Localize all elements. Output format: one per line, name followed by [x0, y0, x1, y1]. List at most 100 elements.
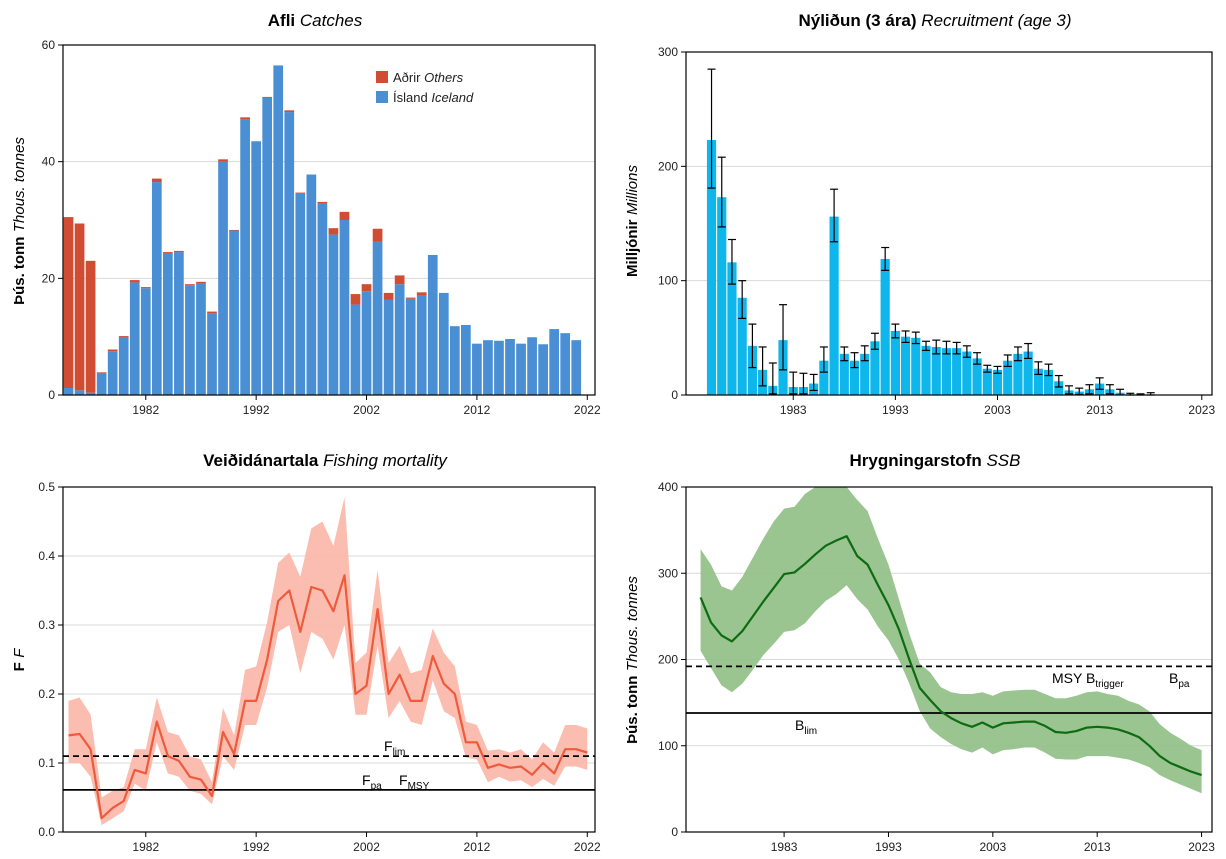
bar-iceland: [394, 284, 405, 395]
bar-iceland: [240, 119, 250, 395]
bar-others: [339, 211, 350, 220]
bar-others: [151, 178, 162, 183]
catches-bars: [63, 65, 582, 396]
x-tick-label: 1992: [243, 403, 270, 417]
fishing-mortality-reference-lines: [63, 755, 595, 791]
bar-others: [416, 292, 427, 296]
bar-others: [328, 228, 339, 235]
y-tick-label: 200: [658, 653, 678, 667]
x-tick-label: 1993: [882, 403, 909, 417]
bar-iceland: [472, 343, 482, 395]
bar-others: [405, 297, 416, 299]
bar-iceland: [63, 388, 74, 395]
y-tick-label: 20: [42, 271, 56, 285]
fishing-mortality-title: Veiðidánartala Fishing mortality: [203, 451, 448, 470]
recruitment-bar: [849, 360, 860, 395]
bar-others: [372, 228, 383, 242]
bar-others: [96, 372, 107, 373]
y-tick-label: 400: [658, 480, 678, 494]
recruitment-error-bars: [707, 68, 1155, 396]
recruitment-bar: [829, 216, 839, 395]
bar-others: [218, 159, 228, 162]
y-tick-label: 0.0: [38, 825, 55, 839]
x-tick-label: 1992: [243, 840, 270, 854]
bar-iceland: [129, 282, 140, 395]
fpa-label: Fpa: [362, 772, 382, 792]
recruitment-bar: [839, 353, 849, 395]
recruitment-bar: [952, 348, 962, 395]
bar-iceland: [549, 329, 560, 395]
bar-iceland: [461, 325, 471, 395]
legend-swatch-iceland: [376, 91, 388, 103]
bar-iceland: [118, 337, 129, 395]
bar-iceland: [427, 255, 438, 395]
y-tick-label: 0.5: [38, 480, 55, 494]
bar-others: [317, 201, 328, 204]
fishing-mortality-series: [68, 574, 588, 820]
recruitment-bar: [819, 360, 829, 395]
bar-others: [284, 110, 295, 113]
ssb-title: Hrygningarstofn SSB: [850, 451, 1021, 470]
bar-iceland: [107, 351, 118, 395]
x-tick-label: 2013: [1086, 403, 1113, 417]
blim-label: Blim: [795, 717, 817, 737]
fishing-mortality-confidence-band: [68, 497, 588, 826]
bar-iceland: [96, 372, 107, 395]
recruitment-bar: [1023, 351, 1033, 395]
x-tick-label: 2003: [979, 840, 1006, 854]
ssb-reference-lines: [686, 665, 1212, 714]
bar-iceland: [74, 390, 85, 395]
bar-iceland: [538, 344, 548, 395]
fishing-mortality-panel: Veiðidánartala Fishing mortality F F 0.0…: [11, 451, 601, 854]
msy-btrigger-label: MSY Btrigger: [1052, 670, 1124, 690]
recruitment-bar: [982, 368, 992, 395]
recruitment-bar: [1043, 369, 1054, 395]
bar-others: [207, 311, 217, 314]
x-tick-label: 2023: [1188, 403, 1215, 417]
x-tick-label: 2003: [984, 403, 1011, 417]
bar-iceland: [306, 174, 317, 395]
bar-iceland: [174, 252, 184, 395]
catches-axes: 0 20 40 60 1982 1992 2002 2012 2022: [42, 38, 601, 417]
x-tick-label: 2012: [464, 403, 491, 417]
y-tick-label: 300: [658, 566, 678, 580]
recruitment-bar: [972, 358, 982, 395]
recruitment-y-axis-label: Milljónir Millions: [624, 165, 641, 277]
ssb-confidence-band: [700, 487, 1202, 794]
bar-iceland: [505, 339, 515, 395]
bar-others: [162, 252, 173, 254]
ssb-y-axis-label: Þús. tonn Thous. tonnes: [624, 576, 641, 744]
ssb-panel: Hrygningarstofn SSB Þús. tonn Thous. ton…: [624, 451, 1215, 854]
bar-iceland: [383, 299, 394, 395]
bar-iceland: [494, 340, 504, 395]
y-tick-label: 60: [42, 38, 56, 52]
bar-iceland: [328, 234, 339, 395]
recruitment-bar: [880, 258, 890, 395]
bar-iceland: [350, 304, 361, 395]
bar-iceland: [449, 326, 460, 395]
bar-others: [129, 280, 140, 283]
recruitment-bar: [717, 197, 727, 395]
bar-iceland: [560, 333, 571, 395]
recruitment-bar: [931, 346, 941, 395]
y-tick-label: 0: [671, 388, 678, 402]
y-tick-label: 200: [658, 159, 678, 173]
y-tick-label: 300: [658, 45, 678, 59]
bar-iceland: [405, 298, 416, 395]
recruitment-axes: 0 100 200 300 1983 1993 2003 2013 2023: [658, 45, 1215, 417]
x-tick-label: 1983: [771, 840, 798, 854]
recruitment-bar: [1003, 360, 1013, 395]
bar-iceland: [317, 203, 328, 395]
x-tick-label: 2002: [353, 840, 380, 854]
bar-iceland: [185, 285, 195, 395]
bar-others: [74, 223, 85, 391]
bar-iceland: [361, 291, 372, 395]
bar-iceland: [262, 97, 273, 395]
recruitment-bar: [1013, 353, 1023, 395]
bar-others: [185, 284, 195, 286]
recruitment-gridlines: [686, 51, 1212, 396]
bar-iceland: [483, 340, 493, 395]
bar-others: [63, 217, 74, 388]
x-tick-label: 1983: [780, 403, 807, 417]
